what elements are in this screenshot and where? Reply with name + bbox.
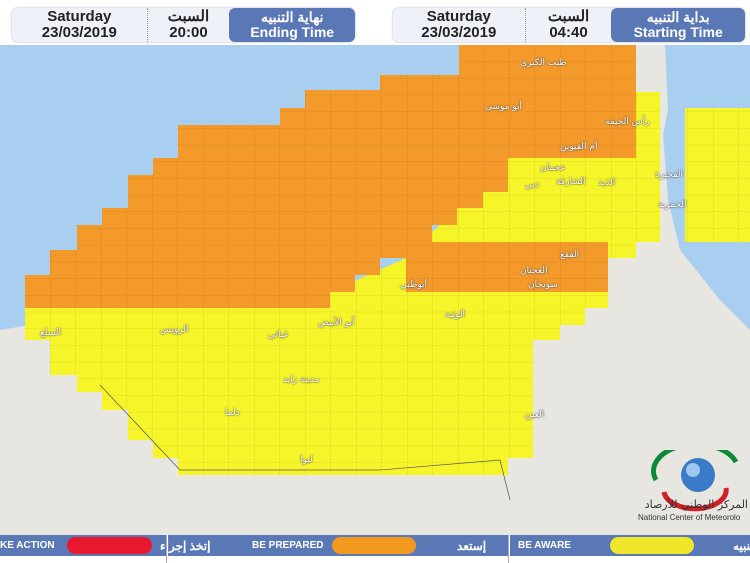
ending-label-en: Ending Time xyxy=(250,24,335,40)
legend-orange-swatch xyxy=(332,537,416,554)
city-label: السلع xyxy=(40,328,62,338)
starting-date-value: 23/03/2019 xyxy=(421,24,497,41)
city-label: مدينة زايد xyxy=(283,375,320,385)
starting-time-label: بداية التنبيه Starting Time xyxy=(611,8,745,42)
legend-bar: KE ACTION إتخذ إجراء BE PREPARED إستعد B… xyxy=(0,535,750,556)
yellow-warning-zone-east-grid xyxy=(685,108,750,242)
city-label: رأس الخيمة xyxy=(605,117,650,127)
city-label: سويحان xyxy=(528,280,558,290)
starting-time-value: 04:40 xyxy=(549,24,588,41)
city-label: أم القيوين xyxy=(560,142,598,152)
ending-day-en: Saturday xyxy=(47,8,112,25)
starting-label-en: Starting Time xyxy=(633,24,723,40)
ending-date: Saturday 23/03/2019 xyxy=(12,8,148,42)
city-label: الفجيرة xyxy=(655,170,684,180)
starting-day-ar: السبت xyxy=(547,8,590,25)
legend-divider xyxy=(166,535,168,563)
ending-time-value: 20:00 xyxy=(169,24,208,41)
starting-day-en: Saturday xyxy=(426,8,491,25)
starting-date: Saturday 23/03/2019 xyxy=(393,8,526,42)
legend-be-prepared-ar: إستعد xyxy=(457,538,487,553)
svg-text:National Center of Meteorolo: National Center of Meteorolo xyxy=(638,513,741,522)
city-label: الشارقة xyxy=(556,177,586,187)
city-label: الوثبة xyxy=(445,310,465,320)
ending-label-ar: نهاية التنبيه xyxy=(260,9,324,25)
starting-time-box: Saturday 23/03/2019 السبت 04:40 بداية ال… xyxy=(393,8,745,42)
ending-time-box: Saturday 23/03/2019 السبت 20:00 نهاية ال… xyxy=(12,8,355,42)
city-label: أبو الأبيض xyxy=(318,318,355,328)
svg-text:المركز الوطني للأرصاد: المركز الوطني للأرصاد xyxy=(645,497,748,511)
city-label: الحمرية xyxy=(658,200,687,210)
orange-warning-zone-grid xyxy=(25,45,636,308)
legend-divider xyxy=(508,535,510,563)
city-label: أبوظبي xyxy=(400,280,428,290)
city-label: أبو موسى xyxy=(485,102,523,112)
legend-be-aware-ar: تنبيه xyxy=(733,538,750,553)
warning-map xyxy=(0,45,750,535)
legend-be-prepared-en: BE PREPARED xyxy=(252,540,324,551)
city-label: الرويس xyxy=(160,325,189,335)
city-label: طنب الكبرى xyxy=(520,58,567,68)
ending-day-ar: السبت xyxy=(167,8,210,25)
city-label: غياثي xyxy=(268,330,289,340)
ending-time: السبت 20:00 xyxy=(148,8,230,42)
ncm-logo: المركز الوطني للأرصاد National Center of… xyxy=(636,441,750,530)
legend-be-aware-en: BE AWARE xyxy=(518,540,571,551)
city-label: العين xyxy=(525,410,545,420)
legend-take-action-ar: إتخذ إجراء xyxy=(160,538,211,553)
city-label: دلما xyxy=(225,408,240,418)
city-label: دبي xyxy=(525,180,540,190)
border-line xyxy=(99,384,511,501)
city-label: الذيد xyxy=(598,178,616,188)
ending-time-label: نهاية التنبيه Ending Time xyxy=(229,8,355,42)
ending-date-value: 23/03/2019 xyxy=(41,24,117,41)
legend-yellow-swatch xyxy=(610,537,694,554)
city-label: ليوا xyxy=(300,455,313,465)
city-label: عجمان xyxy=(540,163,566,173)
legend-red-swatch xyxy=(67,537,152,554)
city-label: الفقع xyxy=(560,250,580,260)
legend-take-action-en: KE ACTION xyxy=(0,540,55,551)
starting-label-ar: بداية التنبيه xyxy=(646,9,710,25)
city-label: العجبان xyxy=(520,266,548,276)
starting-time: السبت 04:40 xyxy=(526,8,612,42)
